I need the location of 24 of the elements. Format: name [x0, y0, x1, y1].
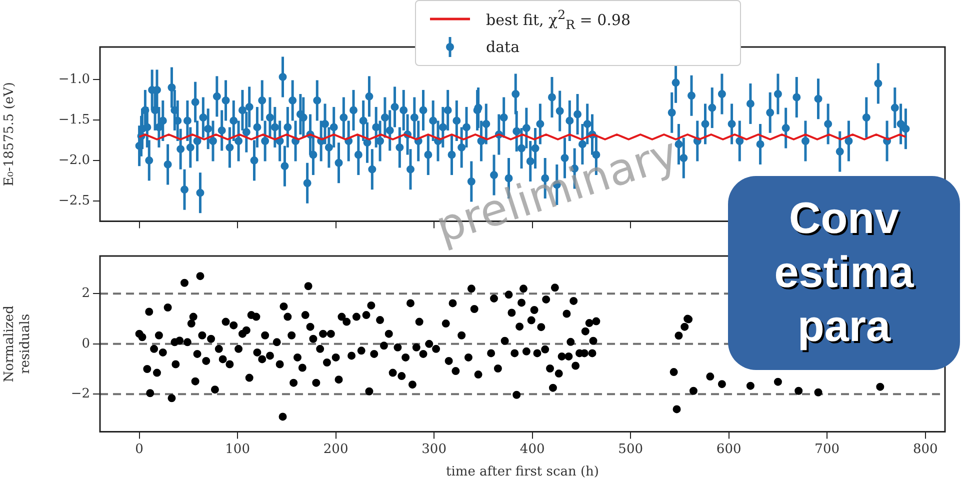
legend-label: data — [486, 38, 520, 56]
annotation: para — [798, 301, 890, 353]
y-tick-label: −2 — [70, 386, 90, 402]
x-tick-label: 600 — [716, 442, 742, 457]
y-tick-label: −1.5 — [58, 112, 90, 128]
legend-label: best fit, χ$^{2}$$_{R}$ = 0.98 — [486, 6, 631, 32]
x-tick-label: 200 — [323, 442, 348, 457]
y-tick-label: −1.0 — [58, 72, 90, 87]
y-tick-label: 0 — [82, 336, 90, 352]
x-tick-label: 300 — [422, 442, 446, 457]
x-tick-label: 500 — [618, 442, 643, 457]
x-tick-label: 400 — [520, 442, 545, 457]
x-axis-title: time after first scan (h) — [446, 464, 599, 480]
annotation: Conv — [789, 193, 899, 245]
x-tick-label: 100 — [225, 442, 250, 457]
y-tick-label: −2.5 — [58, 193, 90, 208]
annotation: estima — [774, 247, 914, 299]
x-tick-label: 700 — [814, 442, 840, 457]
x-tick-label: 800 — [912, 442, 938, 457]
y-tick-label: 2 — [82, 286, 90, 302]
y-tick-label: −2.0 — [58, 152, 90, 168]
y-axis-title: Normalized residuals — [2, 306, 33, 382]
y-axis-title: E₀-18575.5 (eV) — [2, 82, 18, 186]
x-tick-label: 0 — [135, 442, 144, 457]
